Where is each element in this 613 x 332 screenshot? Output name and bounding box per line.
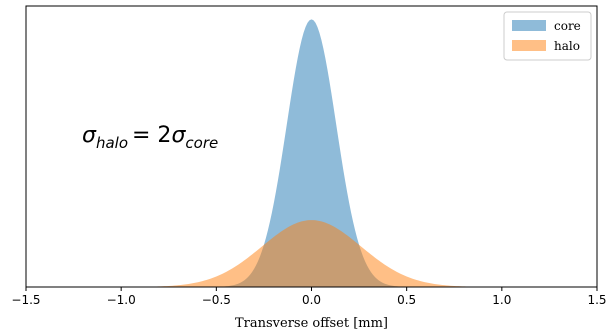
legend-label-halo: halo (554, 39, 580, 53)
x-axis-ticks: −1.5 −1.0 −0.5 0.0 0.5 1.0 1.5 (11, 287, 607, 307)
annotation-sigma-halo: σ (82, 123, 97, 148)
x-tick-label: 1.0 (492, 293, 511, 307)
legend-swatch-halo (512, 40, 546, 51)
annotation-sub-core: core (185, 134, 218, 152)
legend-swatch-core (512, 20, 546, 31)
x-tick-label: 0.0 (302, 293, 321, 307)
annotation-sigma-core: σ (171, 123, 186, 148)
annotation-equals: = 2 (132, 123, 171, 148)
area-core (73, 19, 550, 287)
area-halo (73, 220, 550, 287)
legend: core halo (503, 11, 592, 61)
x-tick-label: 0.5 (397, 293, 416, 307)
x-tick-label: 1.5 (587, 293, 606, 307)
annotation-sub-halo: halo (96, 134, 128, 152)
x-tick-label: −1.5 (11, 293, 40, 307)
x-tick-label: −0.5 (202, 293, 231, 307)
sigma-relation-annotation: σhalo = 2σcore (82, 123, 218, 152)
x-tick-label: −1.0 (107, 293, 136, 307)
plot-areas (73, 19, 550, 287)
legend-label-core: core (554, 19, 581, 33)
x-axis-title: Transverse offset [mm] (235, 316, 388, 331)
